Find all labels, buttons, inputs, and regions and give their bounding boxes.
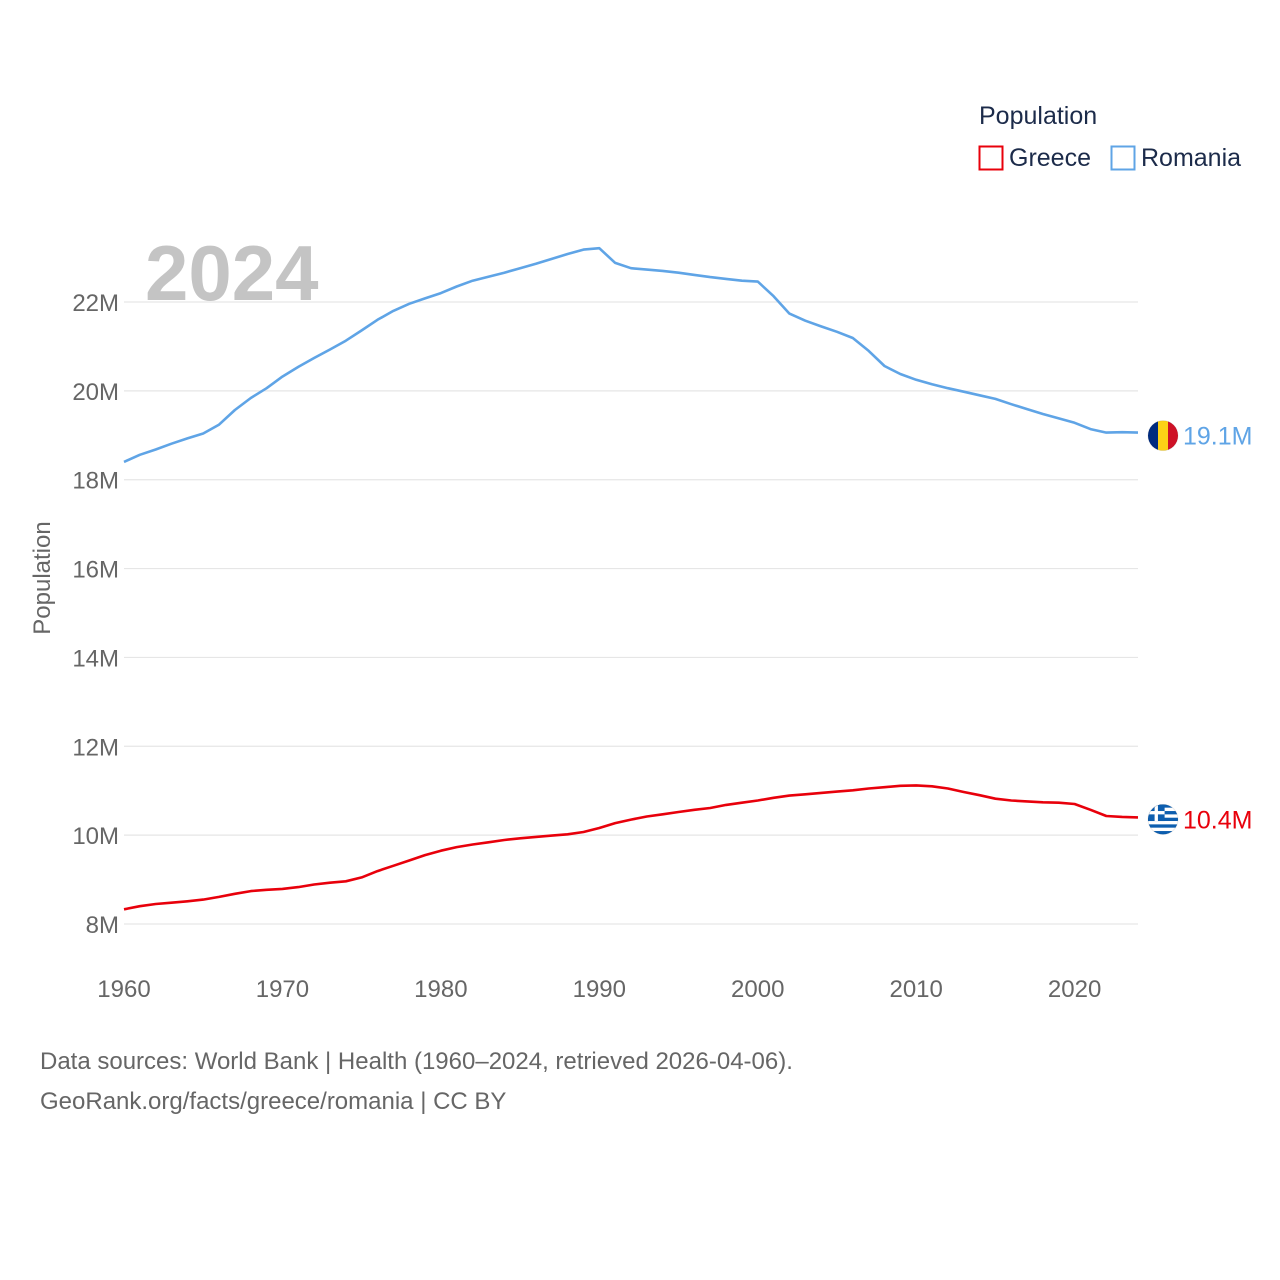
end-markers: 10.4M 19.1M	[1147, 420, 1252, 835]
legend-swatch-greece[interactable]	[978, 145, 1004, 171]
x-tick-label: 2000	[731, 976, 784, 1003]
legend-label-greece[interactable]: Greece	[1009, 144, 1091, 172]
x-axis-ticks: 1960 1970 1980 1990 2000 2010 2020	[97, 976, 1101, 1003]
y-axis-title: Population	[29, 521, 56, 634]
y-tick-label: 14M	[72, 645, 119, 672]
legend-title: Population	[979, 102, 1097, 130]
x-tick-label: 1990	[573, 976, 626, 1003]
legend-label-romania[interactable]: Romania	[1141, 144, 1241, 172]
x-tick-label: 1960	[97, 976, 150, 1003]
greece-flag-icon	[1147, 803, 1179, 835]
y-tick-label: 10M	[72, 823, 119, 850]
footer: Data sources: World Bank | Health (1960–…	[40, 1042, 793, 1122]
legend: Population Greece Romania	[978, 102, 1241, 172]
legend-swatch-romania[interactable]	[1110, 145, 1136, 171]
gridlines	[124, 301, 1138, 925]
attribution-note: GeoRank.org/facts/greece/romania | CC BY	[40, 1088, 507, 1115]
x-tick-label: 1980	[414, 976, 467, 1003]
series-line-romania	[123, 246, 1139, 464]
series-lines	[123, 246, 1139, 911]
x-tick-label: 2020	[1048, 976, 1101, 1003]
end-value-label-romania: 19.1M	[1183, 423, 1252, 451]
population-chart: 8M 10M 12M 14M 16M 18M 20M 22M 1960 1970 1980 1990…	[29, 102, 1252, 1003]
romania-flag-icon	[1147, 420, 1179, 452]
y-axis-ticks: 8M 10M 12M 14M 16M 18M 20M 22M	[72, 290, 119, 939]
y-tick-label: 22M	[72, 290, 119, 317]
year-label: 2024	[145, 229, 319, 317]
x-tick-label: 2010	[889, 976, 942, 1003]
data-source-note: Data sources: World Bank | Health (1960–…	[40, 1048, 793, 1075]
x-tick-label: 1970	[256, 976, 309, 1003]
end-value-label-greece: 10.4M	[1183, 806, 1252, 834]
y-tick-label: 12M	[72, 734, 119, 761]
y-tick-label: 20M	[72, 379, 119, 406]
series-line-greece	[123, 784, 1139, 911]
y-tick-label: 18M	[72, 468, 119, 495]
y-tick-label: 8M	[86, 912, 119, 939]
y-tick-label: 16M	[72, 557, 119, 584]
